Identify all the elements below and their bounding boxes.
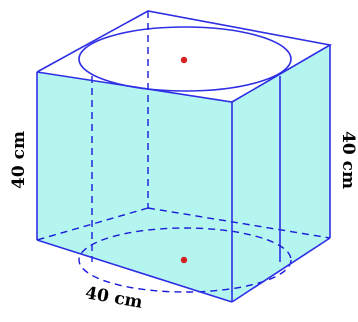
cube-hidden-edge-back-left (36, 207, 149, 241)
height-label-left: 40 cm (9, 131, 29, 189)
cube-bottom-side-edge (231, 237, 331, 303)
top-center-dot (180, 56, 188, 64)
cylinder-bottom-ellipse (78, 227, 292, 293)
width-label-bottom: 40 cm (84, 283, 145, 313)
bottom-center-dot (180, 256, 188, 264)
cube-hidden-edge-back-right (147, 207, 331, 239)
cube-front-face (37, 72, 232, 302)
cube-bottom-front-edge (36, 239, 233, 303)
height-label-right: 40 cm (338, 131, 358, 189)
cube-side-face (232, 45, 330, 302)
